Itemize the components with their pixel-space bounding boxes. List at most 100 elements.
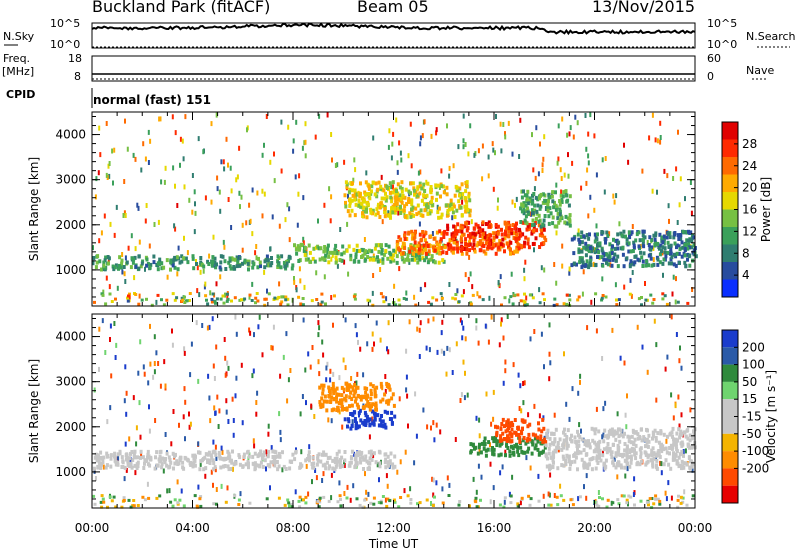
velocity-colorbar-label: -15 [742,410,762,424]
power-panel-feature-4-cell [394,197,398,202]
power-panel-feature-0-cell [95,260,99,265]
velocity-panel-feature-5-cell [625,444,629,449]
velocity-panel-feature-2-cell [351,387,355,392]
power-panel-feature-1-cell [384,243,388,248]
velocity-panel-feature-0-cell [159,449,163,454]
power-panel-feature-6-cell [656,257,660,262]
velocity-panel-feature-4-cell [513,418,517,422]
power-panel-feature-5-cell [536,203,540,208]
power-panel-noise-cell [204,195,207,201]
velocity-colorbar-segment [722,416,738,434]
power-panel-feature-6-cell [672,235,676,240]
power-panel-noise-cell [160,179,163,185]
velocity-panel-feature-0-cell [365,459,369,464]
power-panel-feature-5-cell [558,212,562,217]
velocity-panel-noise-cell [578,422,581,428]
velocity-panel-noise-cell [285,331,288,337]
power-panel-feature-0-cell [229,266,233,271]
velocity-panel-noise-cell [279,437,282,443]
velocity-panel-noise-cell [480,474,483,480]
velocity-panel-feature-5-cell [610,429,614,434]
power-panel-feature-6-cell [678,261,681,265]
velocity-panel-noise-cell [197,484,200,490]
power-panel-feature-4-cell [383,206,387,211]
velocity-panel-noise-cell [364,471,366,477]
power-panel-feature-4-cell [398,193,402,198]
power-panel-feature-2-cell [484,241,488,246]
power-panel-noise-cell [188,197,191,203]
power-panel-feature-1-cell [377,249,381,254]
power-panel-noise-cell [535,125,538,131]
velocity-panel-noise-cell [655,342,658,348]
power-colorbar-segment [722,244,738,262]
velocity-panel-feature-0-cell [368,467,371,471]
velocity-panel-feature-0-cell [244,462,248,467]
velocity-panel-feature-5-cell [677,464,681,469]
velocity-panel-feature-5-cell [654,436,658,440]
power-panel-noise-cell [446,123,448,129]
velocity-colorbar-segment [722,347,738,365]
velocity-panel-noise-cell [317,320,320,326]
velocity-panel-noise-cell [309,364,312,370]
velocity-panel-feature-0-cell [359,452,363,457]
velocity-panel-feature-5-cell [692,444,696,449]
velocity-panel-clutter-cell [100,494,104,498]
velocity-panel-feature-5-cell [590,426,594,431]
velocity-panel-feature-2-cell [345,383,349,388]
power-panel-feature-4-cell [391,190,395,195]
velocity-panel-noise-cell [189,372,192,378]
velocity-panel-feature-2-cell [353,390,357,395]
velocity-panel-feature-0-cell [337,449,341,454]
velocity-panel-feature-0-cell [154,455,157,460]
power-panel-feature-6-cell [639,250,643,255]
power-panel-feature-0-cell [269,263,273,268]
velocity-panel-feature-3-cell [521,450,525,455]
power-panel-clutter-cell [188,292,192,295]
velocity-panel-noise-cell [338,375,341,381]
velocity-panel-noise-cell [538,413,541,419]
power-panel-feature-6-cell [661,245,665,250]
velocity-panel-feature-5-cell [584,465,588,469]
power-panel-feature-6-cell [611,244,614,249]
power-panel-noise-cell [395,117,398,123]
power-panel-feature-0-cell [160,266,164,271]
power-panel-noise-cell [589,194,592,200]
power-panel-feature-4-cell [383,210,387,214]
power-panel-feature-5-cell [542,218,546,223]
nsky-tick-top: 10^5 [50,17,81,30]
velocity-panel-feature-2-cell [362,405,366,410]
velocity-panel-feature-3-cell [524,441,528,446]
velocity-panel-feature-4-cell [506,434,509,439]
velocity-panel-noise-cell [215,487,218,492]
power-panel-feature-0-cell [233,266,237,271]
power-panel-feature-3-cell [472,226,476,231]
velocity-panel-noise-cell [670,392,673,398]
power-panel-feature-3-cell [505,221,509,226]
power-panel-noise-cell [468,237,471,243]
velocity-panel-clutter-cell [120,505,124,509]
velocity-panel-feature-4-cell [539,434,543,439]
velocity-panel-feature-0-cell [104,465,108,470]
power-panel-feature-3-cell [465,228,469,233]
velocity-panel-feature-0-cell [133,463,137,468]
velocity-panel-feature-2-cell [323,394,327,399]
power-panel-feature-0-cell [282,260,286,265]
power-panel-clutter-cell [210,300,214,304]
power-panel-clutter-cell [215,297,219,301]
velocity-panel-feature-5-cell [547,446,551,451]
power-panel-feature-1-cell [318,257,322,262]
velocity-panel-feature-0-cell [204,466,208,471]
velocity-panel-feature-2-cell [374,407,378,412]
velocity-panel-noise-cell [226,360,229,366]
power-panel-feature-4-cell [391,210,395,215]
power-panel-clutter-cell [565,293,569,297]
velocity-panel-clutter-cell [606,498,610,502]
power-panel-noise-cell [94,194,97,200]
power-panel-feature-4-cell [359,181,362,186]
power-panel-feature-5-cell [564,221,568,226]
velocity-panel-noise-cell [217,424,220,429]
power-panel-feature-2-cell [422,243,426,248]
velocity-panel-noise-cell [604,400,607,406]
power-panel-feature-3-cell [468,235,472,240]
velocity-panel-noise-cell [225,398,228,404]
